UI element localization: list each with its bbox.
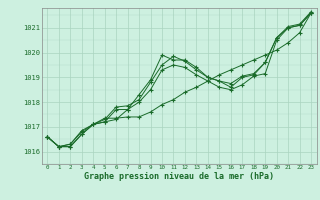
X-axis label: Graphe pression niveau de la mer (hPa): Graphe pression niveau de la mer (hPa) xyxy=(84,172,274,181)
